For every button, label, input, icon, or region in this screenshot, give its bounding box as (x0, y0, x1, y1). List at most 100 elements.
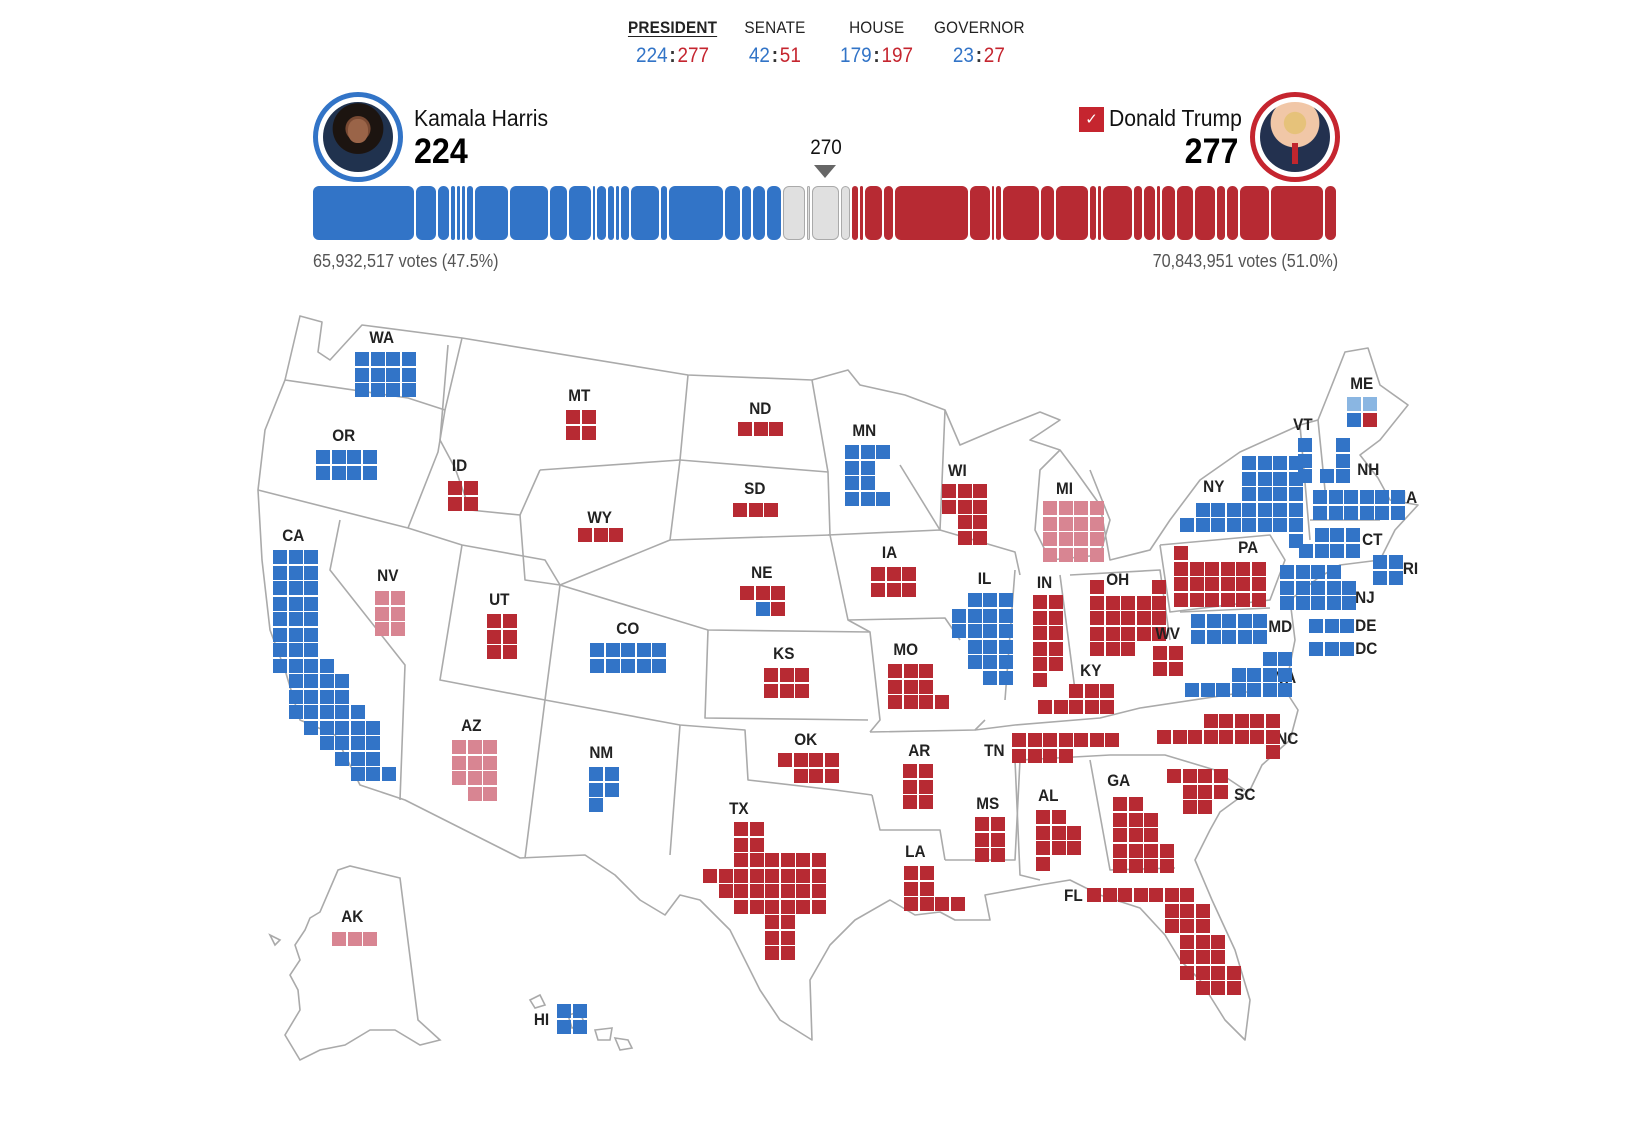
bar-segment[interactable] (1195, 186, 1215, 240)
electoral-vote-cell (1278, 667, 1292, 682)
bar-segment[interactable] (474, 186, 509, 240)
bar-segment[interactable] (1157, 186, 1160, 240)
electoral-vote-cell (1121, 595, 1135, 610)
electoral-vote-cell (1373, 570, 1387, 585)
trump-name: Donald Trump (1109, 105, 1242, 131)
electoral-vote-cell (1121, 642, 1135, 656)
electoral-vote-cell (1234, 729, 1249, 744)
bar-segment[interactable] (510, 186, 548, 240)
bar-segment[interactable] (620, 186, 630, 240)
bar-segment[interactable] (852, 186, 858, 240)
electoral-vote-cell (734, 884, 748, 898)
electoral-vote-cell (288, 643, 303, 657)
bar-segment[interactable] (1144, 186, 1156, 240)
electoral-vote-cell (1027, 748, 1042, 763)
bar-segment[interactable] (660, 186, 668, 240)
bar-segment[interactable] (1089, 186, 1097, 240)
bar-segment[interactable] (1270, 186, 1324, 240)
tab-senate[interactable]: SENATE 42:51 (744, 18, 806, 67)
bar-segment[interactable] (1325, 186, 1337, 240)
bar-segment[interactable] (597, 186, 606, 240)
bar-segment[interactable] (895, 186, 969, 240)
bar-segment[interactable] (1240, 186, 1269, 240)
electoral-vote-cell (1313, 505, 1327, 520)
electoral-vote-cell (1168, 646, 1183, 660)
bar-segment[interactable] (438, 186, 450, 240)
state-label: WA (369, 328, 395, 347)
electoral-vote-cell (355, 367, 369, 382)
state-label: GA (1107, 771, 1131, 790)
bar-segment[interactable] (783, 186, 805, 240)
bar-segment[interactable] (1040, 186, 1054, 240)
electoral-vote-cell (983, 655, 997, 669)
bar-segment[interactable] (1055, 186, 1088, 240)
bar-segment[interactable] (1176, 186, 1194, 240)
state-label: KS (773, 644, 795, 663)
bar-segment[interactable] (415, 186, 437, 240)
electoral-vote-cell (1330, 543, 1344, 558)
bar-segment[interactable] (1227, 186, 1239, 240)
bar-segment[interactable] (884, 186, 894, 240)
electoral-vote-cell (1211, 981, 1225, 995)
bar-segment[interactable] (616, 186, 619, 240)
bar-segment[interactable] (992, 186, 995, 240)
state-label: IL (977, 569, 992, 588)
bar-segment[interactable] (592, 186, 596, 240)
bar-segment[interactable] (607, 186, 615, 240)
bar-segment[interactable] (1098, 186, 1102, 240)
bar-segment[interactable] (631, 186, 659, 240)
tab-governor[interactable]: GOVERNOR 23:27 (933, 18, 1025, 67)
bar-segment[interactable] (724, 186, 741, 240)
bar-segment[interactable] (841, 186, 851, 240)
electoral-vote-cell (1226, 502, 1241, 517)
electoral-vote-cell (1105, 642, 1120, 656)
bar-segment[interactable] (752, 186, 765, 240)
electoral-vote-cell (1206, 614, 1221, 628)
electoral-vote-cell (1242, 456, 1256, 470)
electoral-vote-cell (316, 465, 330, 480)
electoral-vote-cell (1231, 667, 1246, 682)
bar-segment[interactable] (313, 186, 414, 240)
electoral-vote-cell (1347, 397, 1361, 411)
bar-segment[interactable] (451, 186, 455, 240)
bar-segment[interactable] (461, 186, 466, 240)
bar-segment[interactable] (1002, 186, 1039, 240)
electoral-vote-cell (1344, 505, 1358, 520)
bar-segment[interactable] (1161, 186, 1175, 240)
electoral-vote-cell (1309, 619, 1323, 633)
electoral-vote-cell (652, 658, 666, 673)
electoral-vote-cell (1191, 614, 1205, 628)
electoral-vote-cell (1058, 733, 1073, 747)
electoral-vote-cell (779, 668, 794, 682)
bar-segment[interactable] (812, 186, 840, 240)
bar-segment[interactable] (569, 186, 591, 240)
electoral-vote-cell (1313, 490, 1327, 504)
bar-segment[interactable] (970, 186, 991, 240)
electoral-vote-cell (589, 767, 603, 781)
rep-count: 27 (983, 44, 1005, 67)
bar-segment[interactable] (996, 186, 1001, 240)
bar-segment[interactable] (1103, 186, 1132, 240)
tab-house[interactable]: HOUSE 179:197 (840, 18, 914, 67)
state-label: AK (341, 907, 364, 926)
tab-president[interactable]: PRESIDENT 224:277 (628, 18, 718, 67)
bar-segment[interactable] (1133, 186, 1143, 240)
electoral-vote-cell (903, 779, 917, 794)
bar-segment[interactable] (669, 186, 723, 240)
bar-segment[interactable] (766, 186, 782, 240)
trump-popular-vote: 70,843,951 votes (51.0%) (1152, 251, 1338, 271)
bar-segment[interactable] (549, 186, 568, 240)
electoral-vote-cell (983, 639, 997, 654)
bar-segment[interactable] (859, 186, 863, 240)
electoral-vote-cell (903, 664, 918, 678)
bar-segment[interactable] (467, 186, 473, 240)
bar-segment[interactable] (806, 186, 811, 240)
electoral-vote-cell (1257, 518, 1272, 532)
bar-segment[interactable] (456, 186, 460, 240)
electoral-vote-cell (288, 612, 303, 626)
electoral-vote-cell (904, 897, 918, 911)
bar-segment[interactable] (742, 186, 751, 240)
electoral-vote-cell (903, 764, 917, 778)
bar-segment[interactable] (1216, 186, 1226, 240)
bar-segment[interactable] (864, 186, 883, 240)
